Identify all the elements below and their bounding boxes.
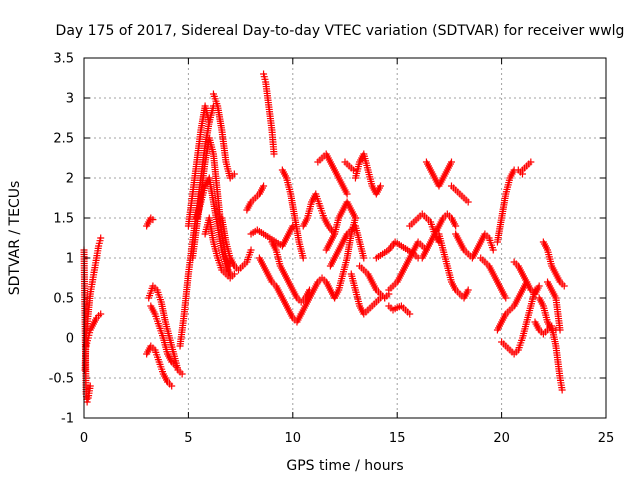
series-arc-07 (147, 302, 180, 370)
y-tick-label: 3.5 (53, 52, 74, 67)
series-arc-28 (351, 150, 384, 198)
data-point (83, 398, 91, 406)
y-tick-label: 1.5 (53, 212, 74, 227)
y-tick-label: 1 (66, 252, 74, 267)
series-arc-35 (418, 210, 460, 262)
series-arc-21 (299, 190, 339, 238)
x-tick-label: 20 (493, 431, 510, 446)
x-tick-label: 10 (285, 431, 302, 446)
data-point (230, 170, 238, 178)
series-arc-32 (372, 238, 422, 262)
series-arc-15 (243, 182, 268, 214)
series-arc-36 (422, 158, 455, 190)
series-arc-47 (535, 294, 560, 334)
series-arc-06 (145, 282, 186, 378)
chart-title: Day 175 of 2017, Sidereal Day-to-day VTE… (56, 23, 625, 39)
data-point (535, 282, 543, 290)
y-tick-label: 2 (66, 172, 74, 187)
series-arc-04 (143, 214, 157, 230)
data-point (406, 310, 414, 318)
data-point (452, 222, 460, 230)
data-point (205, 118, 213, 126)
x-axis-title: GPS time / hours (286, 458, 403, 474)
series-arc-48 (539, 238, 568, 290)
series-arc-37 (435, 230, 472, 302)
data-point (558, 386, 566, 394)
series-arc-38 (447, 182, 472, 206)
data-markers (80, 70, 568, 406)
data-point (502, 294, 510, 302)
data-point (178, 370, 186, 378)
series-arc-40 (477, 254, 510, 302)
data-point (270, 150, 278, 158)
x-tick-label: 15 (389, 431, 406, 446)
data-point (247, 246, 255, 254)
data-point (343, 190, 351, 198)
data-point (97, 234, 105, 242)
data-point (230, 270, 238, 278)
series-arc-42 (518, 158, 535, 174)
data-point (527, 158, 535, 166)
y-tick-label: 2.5 (53, 132, 74, 147)
y-tick-label: -0.5 (49, 372, 74, 387)
data-point (489, 246, 497, 254)
data-point (464, 198, 472, 206)
series-arc-33 (385, 238, 430, 294)
series-arc-05 (143, 342, 176, 390)
data-point (172, 362, 180, 370)
series-arc-14 (218, 214, 255, 274)
y-axis-title: SDTVAR / TECUs (7, 181, 23, 296)
data-point (351, 214, 359, 222)
data-point (560, 282, 568, 290)
data-point (376, 182, 384, 190)
data-point (86, 382, 94, 390)
data-point (289, 222, 297, 230)
data-point (447, 158, 455, 166)
plot-frame (83, 57, 607, 419)
data-point (97, 310, 105, 318)
data-point (299, 254, 307, 262)
data-point (149, 216, 157, 224)
x-tick-label: 0 (80, 431, 88, 446)
series-arc-09 (184, 102, 213, 230)
series-arc-12 (201, 214, 238, 282)
series-arc-31 (385, 302, 414, 318)
data-point (556, 326, 564, 334)
series-arc-30 (356, 262, 393, 302)
data-point (360, 254, 368, 262)
series-arc-13 (209, 90, 238, 182)
series-arc-11 (193, 174, 234, 278)
series-arc-17 (260, 70, 278, 158)
series-arc-20 (278, 166, 307, 262)
series-arc-29 (347, 270, 389, 318)
data-point (260, 182, 268, 190)
series-arc-45 (510, 258, 543, 298)
x-tick-label: 5 (184, 431, 192, 446)
data-point (464, 286, 472, 294)
series-arc-27 (341, 158, 357, 174)
y-tick-label: 0.5 (53, 292, 74, 307)
data-point (349, 166, 357, 174)
series-arc-41 (493, 166, 526, 246)
y-tick-label: 3 (66, 92, 74, 107)
series-arc-49 (544, 278, 564, 334)
series-arc-24 (322, 198, 359, 254)
tick-labels: 0 5 10 15 20 25 -1 -0.5 0 0.5 1 1.5 2 2.5 3 3.5 (49, 52, 615, 447)
y-tick-label: -1 (61, 412, 74, 427)
series-arc-26 (331, 214, 359, 302)
series-arc-23 (314, 150, 351, 198)
series-arc-03 (82, 310, 105, 350)
series-arc-39 (452, 230, 497, 262)
y-tick-label: 0 (66, 332, 74, 347)
series-arc-19 (268, 238, 314, 306)
data-point (168, 382, 176, 390)
x-tick-label: 25 (598, 431, 615, 446)
